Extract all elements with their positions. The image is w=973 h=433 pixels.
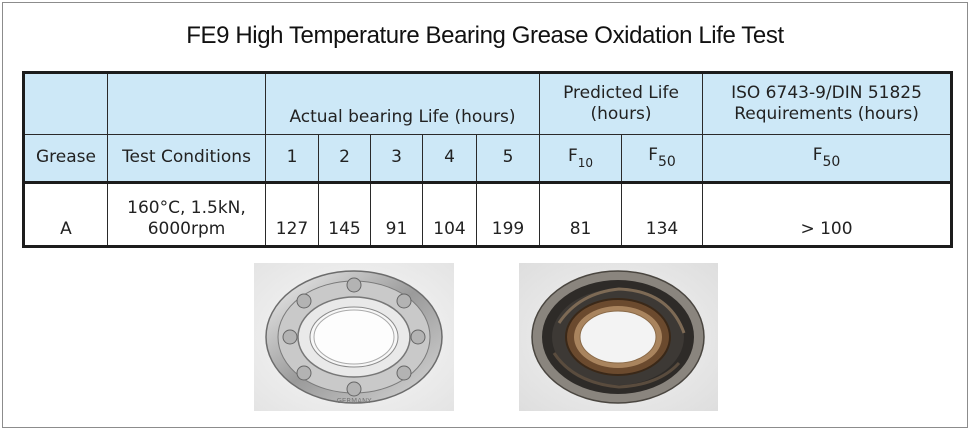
- cell-f50: 134: [621, 182, 704, 247]
- page-title: FE9 High Temperature Bearing Grease Oxid…: [186, 22, 784, 49]
- degraded-bearing-photo: [519, 263, 718, 411]
- header-iso-f50-sub: 50: [822, 153, 841, 170]
- header-row-columns: Grease Test Conditions 1 2 3 4 5 F10 F50…: [23, 134, 953, 184]
- cell-grease: A: [23, 182, 108, 247]
- header-f50: F50: [621, 134, 704, 184]
- clean-bearing-photo: GERMANY: [254, 263, 454, 411]
- header-f50-sub: 50: [657, 153, 676, 170]
- header-f10-sub: 10: [577, 155, 594, 170]
- results-table: Actual bearing Life (hours) Predicted Li…: [22, 71, 954, 248]
- header-iso-text: ISO 6743-9/DIN 51825 Requirements (hours…: [731, 82, 922, 124]
- header-actual-life: Actual bearing Life (hours): [264, 72, 541, 135]
- cell-f10: 81: [539, 182, 623, 247]
- table-row: A 160°C, 1.5kN, 6000rpm 127 145 91 104 1…: [23, 182, 953, 247]
- header-run-2: 2: [318, 134, 371, 184]
- header-run-5: 5: [475, 134, 541, 184]
- header-blank-conditions: [107, 72, 266, 135]
- header-iso-f50: F50: [702, 134, 953, 184]
- cell-iso: > 100: [702, 182, 953, 247]
- header-f50-main: F: [648, 144, 658, 165]
- header-run-1: 1: [265, 134, 319, 184]
- cell-run-5: 199: [475, 182, 541, 247]
- cell-conditions-line1: 160°C, 1.5kN,: [127, 197, 246, 218]
- cell-run-2: 145: [318, 182, 371, 247]
- cell-conditions-line2: 6000rpm: [147, 218, 226, 239]
- header-run-3: 3: [370, 134, 423, 184]
- header-predicted-life-text: Predicted Life (hours): [563, 82, 679, 124]
- header-blank-grease: [23, 72, 108, 135]
- cell-run-1: 127: [265, 182, 319, 247]
- header-iso-requirements: ISO 6743-9/DIN 51825 Requirements (hours…: [702, 72, 953, 135]
- header-test-conditions: Test Conditions: [107, 134, 266, 184]
- header-f10: F10: [539, 134, 623, 184]
- bearing-engraving: GERMANY: [336, 397, 372, 405]
- cell-run-3: 91: [370, 182, 423, 247]
- header-grease: Grease: [23, 134, 108, 184]
- header-f10-main: F: [567, 145, 578, 166]
- cell-run-4: 104: [422, 182, 477, 247]
- header-predicted-life: Predicted Life (hours): [539, 72, 704, 135]
- header-iso-f50-main: F: [812, 144, 823, 165]
- cell-conditions: 160°C, 1.5kN, 6000rpm: [107, 182, 266, 247]
- header-row-groups: Actual bearing Life (hours) Predicted Li…: [23, 72, 953, 135]
- header-run-4: 4: [422, 134, 477, 184]
